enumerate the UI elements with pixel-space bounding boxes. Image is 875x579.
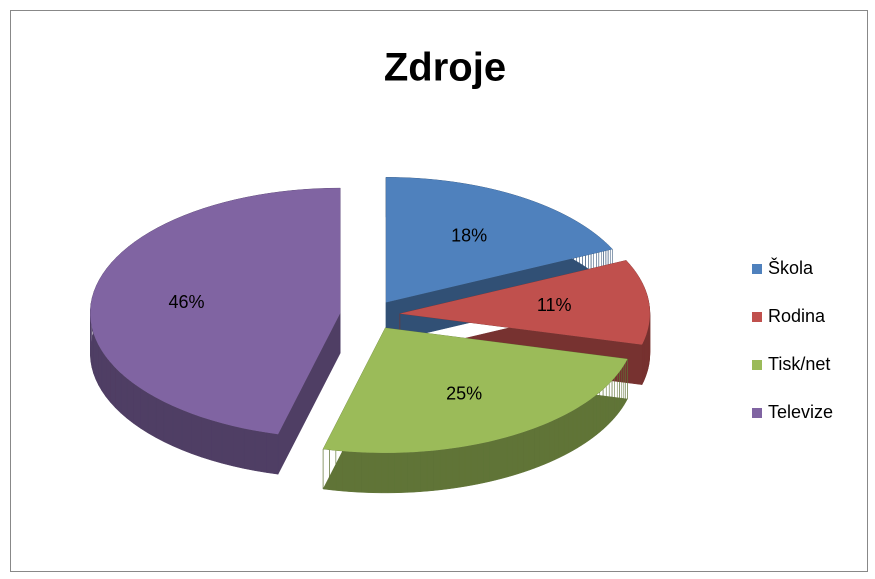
slice xyxy=(90,188,341,435)
slice xyxy=(323,327,628,453)
legend-swatch xyxy=(752,360,762,370)
legend-label: Tisk/net xyxy=(768,354,830,374)
legend-swatch xyxy=(752,312,762,322)
data-label: 25% xyxy=(446,383,482,403)
slice xyxy=(399,260,650,345)
data-label: 11% xyxy=(537,295,572,315)
legend-swatch xyxy=(752,408,762,418)
legend-label: Televize xyxy=(768,402,833,422)
data-label: 46% xyxy=(168,292,204,312)
legend-label: Rodina xyxy=(768,306,826,326)
data-label: 18% xyxy=(451,226,487,246)
legend-label: Škola xyxy=(768,257,814,278)
chart-title: Zdroje xyxy=(384,46,506,90)
slice xyxy=(386,177,613,303)
legend-swatch xyxy=(752,264,762,274)
